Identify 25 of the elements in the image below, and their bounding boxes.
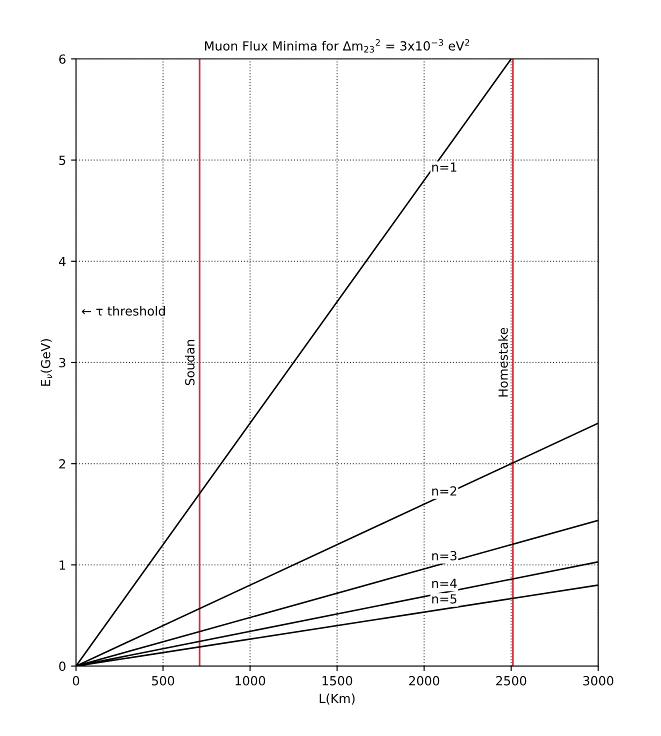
x-tick-label: 2500 [496, 676, 526, 686]
chart-title: Muon Flux Minima for Δm$_{23}$$^{2}$ = 3x10$^{−3}$ eV$^{2}$ [205, 39, 470, 53]
ref-line-label: Homestake [498, 328, 508, 396]
annotation: ← τ threshold [82, 306, 165, 316]
y-tick-label: 2 [59, 459, 66, 468]
y-tick-label: 5 [59, 156, 66, 166]
series-label: n=5 [432, 594, 456, 604]
ref-line-label: Soudan [184, 340, 195, 386]
y-tick-label: 1 [60, 560, 66, 570]
series-label: n=2 [432, 486, 456, 496]
series-label: n=1 [432, 162, 456, 172]
y-tick-label: 3 [59, 358, 66, 368]
y-tick-label: 4 [58, 256, 66, 266]
series-label: n=3 [432, 550, 456, 560]
x-tick-label: 1000 [236, 676, 266, 686]
x-tick-label: 3000 [583, 676, 614, 686]
x-tick-label: 0 [72, 676, 80, 686]
x-tick-label: 2000 [409, 676, 440, 686]
y-axis-title: E$_{ν}$(GeV) [40, 339, 52, 386]
y-tick-label: 6 [59, 54, 66, 64]
x-tick-label: 1500 [322, 676, 352, 686]
x-axis-title: L(Km) [320, 693, 355, 705]
series-label: n=4 [432, 578, 457, 588]
x-tick-label: 500 [152, 676, 174, 686]
y-tick-label: 0 [59, 662, 66, 672]
